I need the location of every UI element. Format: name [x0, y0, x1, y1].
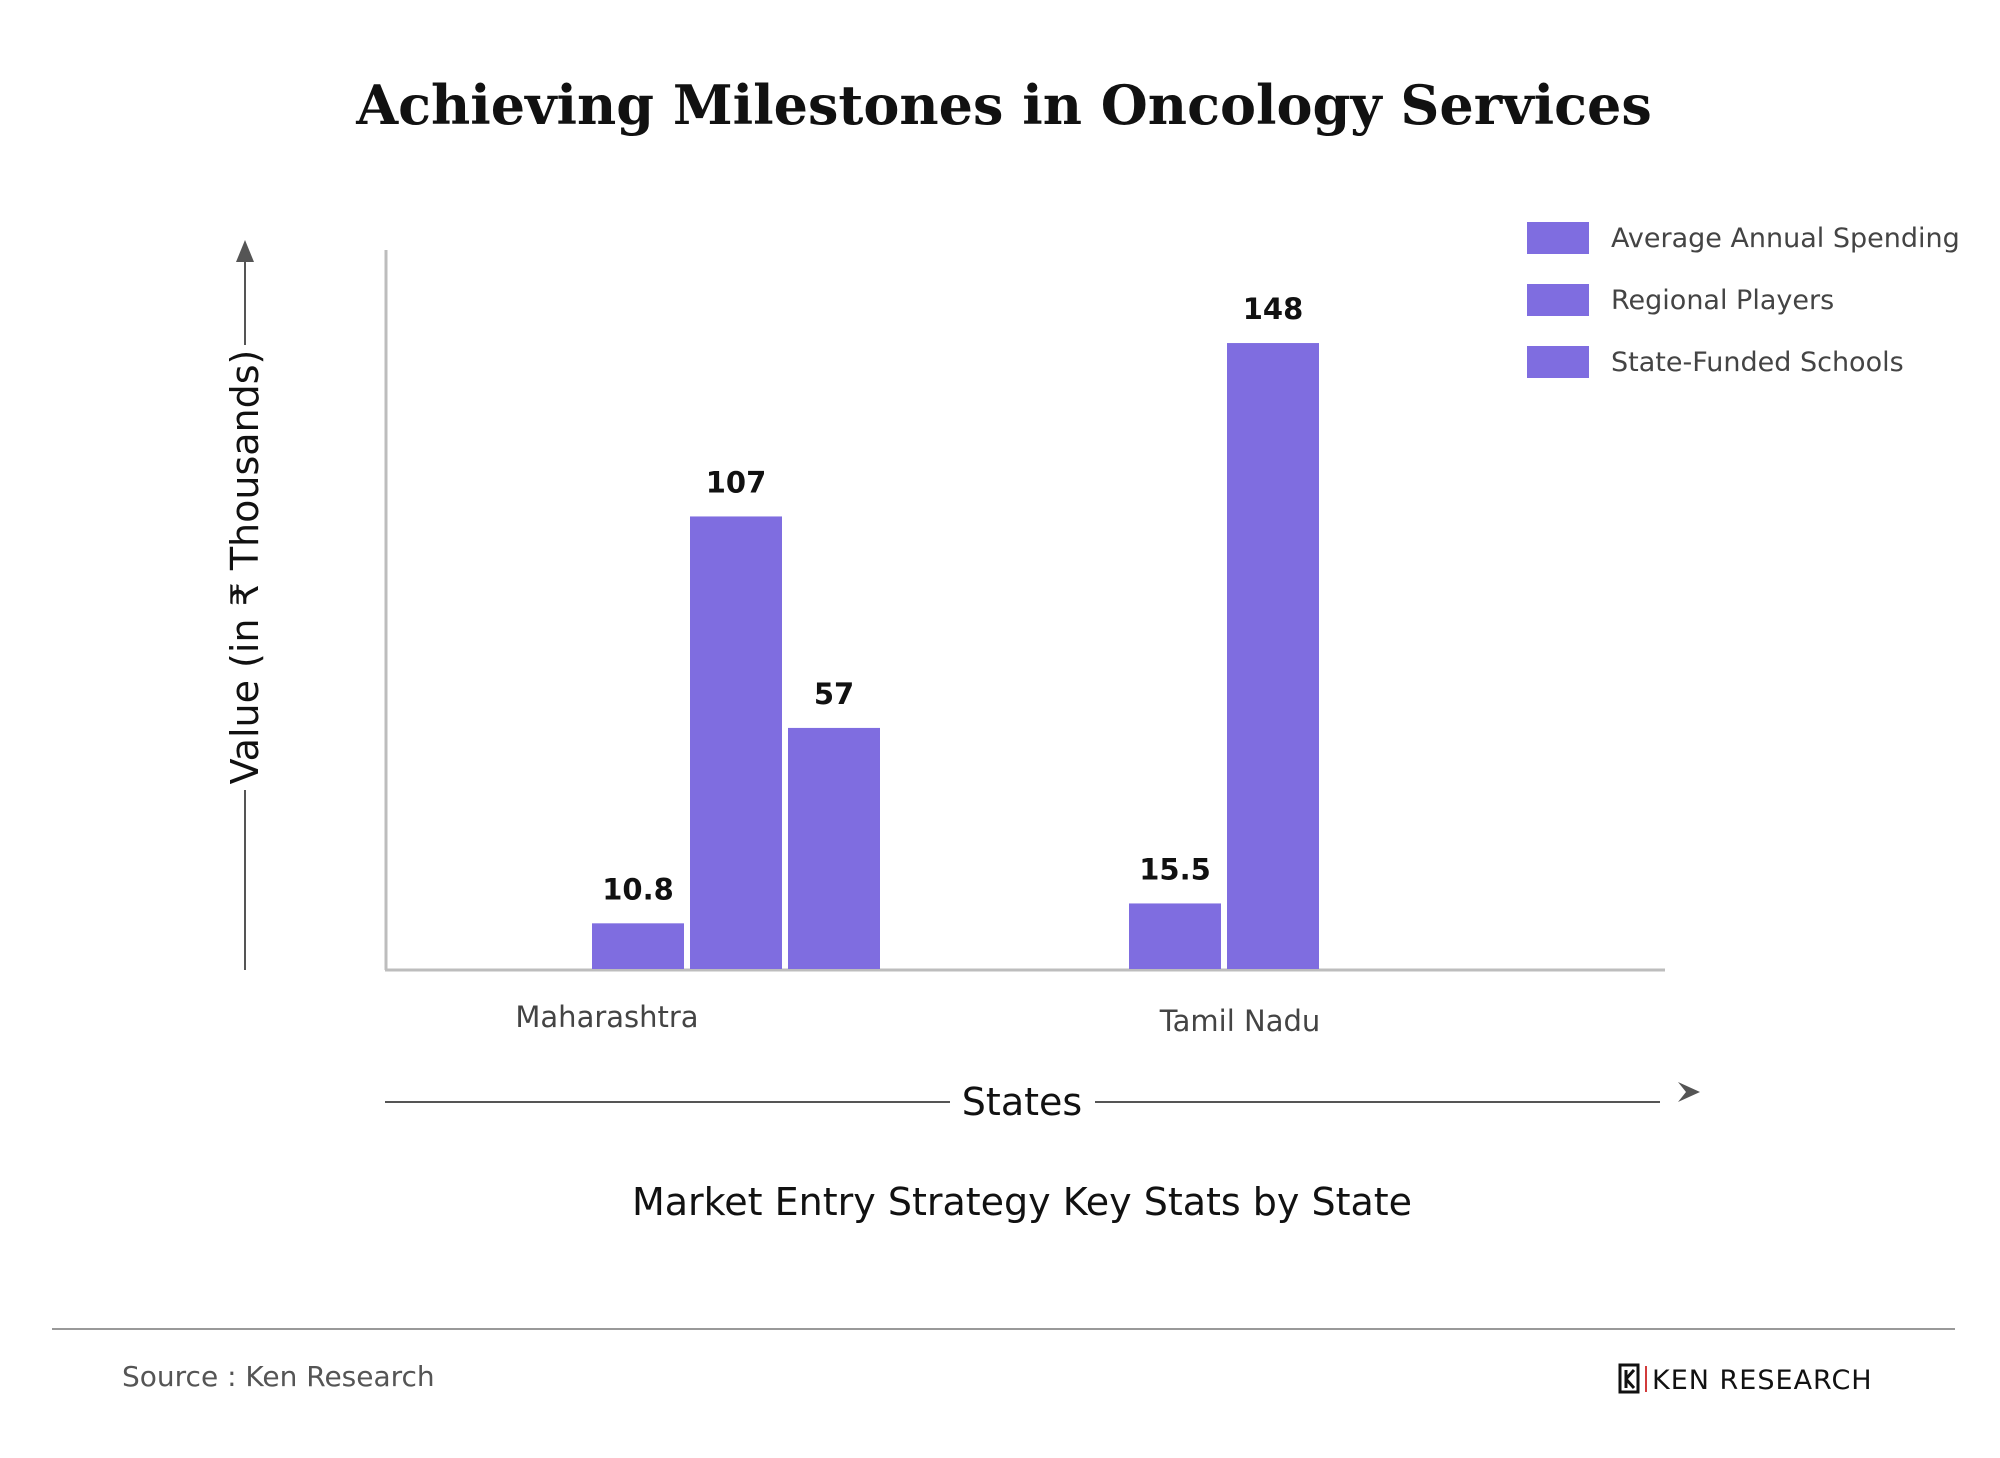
legend-swatch-state-funded-schools: [1527, 346, 1589, 378]
legend-label-average-annual-spending: Average Annual Spending: [1611, 223, 1960, 254]
chart-title: Achieving Milestones in Oncology Service…: [355, 73, 1652, 137]
ken-research-logo-icon: [1618, 1363, 1647, 1394]
x-tick-label-tamil-nadu: Tamil Nadu: [1159, 1004, 1321, 1038]
value-label-maharashtra-regional-players: 107: [706, 465, 767, 499]
value-label-tamil-nadu-average-annual-spending: 15.5: [1139, 852, 1211, 886]
source-text: Source : Ken Research: [122, 1360, 435, 1393]
bars-layer: [592, 343, 1319, 969]
legend-swatch-average-annual-spending: [1527, 222, 1589, 254]
bar-maharashtra-average-annual-spending: [592, 923, 684, 969]
brand-name: KEN RESEARCH: [1652, 1365, 1873, 1396]
legend-label-state-funded-schools: State-Funded Schools: [1611, 347, 1904, 378]
y-axis-title: Value (in ₹ Thousands): [223, 350, 267, 785]
bar-maharashtra-regional-players: [690, 516, 782, 969]
value-label-tamil-nadu-regional-players: 148: [1243, 292, 1304, 326]
bar-tamil-nadu-regional-players: [1227, 343, 1319, 969]
value-labels-layer: 10.8 107 57 15.5 148: [602, 292, 1303, 906]
bar-maharashtra-state-funded-schools: [788, 727, 880, 969]
x-tick-label-maharashtra: Maharashtra: [515, 1000, 698, 1034]
x-axis-arrow-head-icon: [1678, 1082, 1700, 1102]
y-axis-arrow-head-icon: [236, 240, 254, 262]
value-label-maharashtra-state-funded-schools: 57: [814, 677, 854, 711]
x-axis-title: States: [962, 1080, 1082, 1124]
bar-tamil-nadu-average-annual-spending: [1129, 903, 1221, 969]
legend-label-regional-players: Regional Players: [1611, 285, 1834, 316]
value-label-maharashtra-average-annual-spending: 10.8: [602, 872, 674, 906]
legend-swatch-regional-players: [1527, 284, 1589, 316]
chart-subtitle: Market Entry Strategy Key Stats by State: [632, 1180, 1412, 1224]
